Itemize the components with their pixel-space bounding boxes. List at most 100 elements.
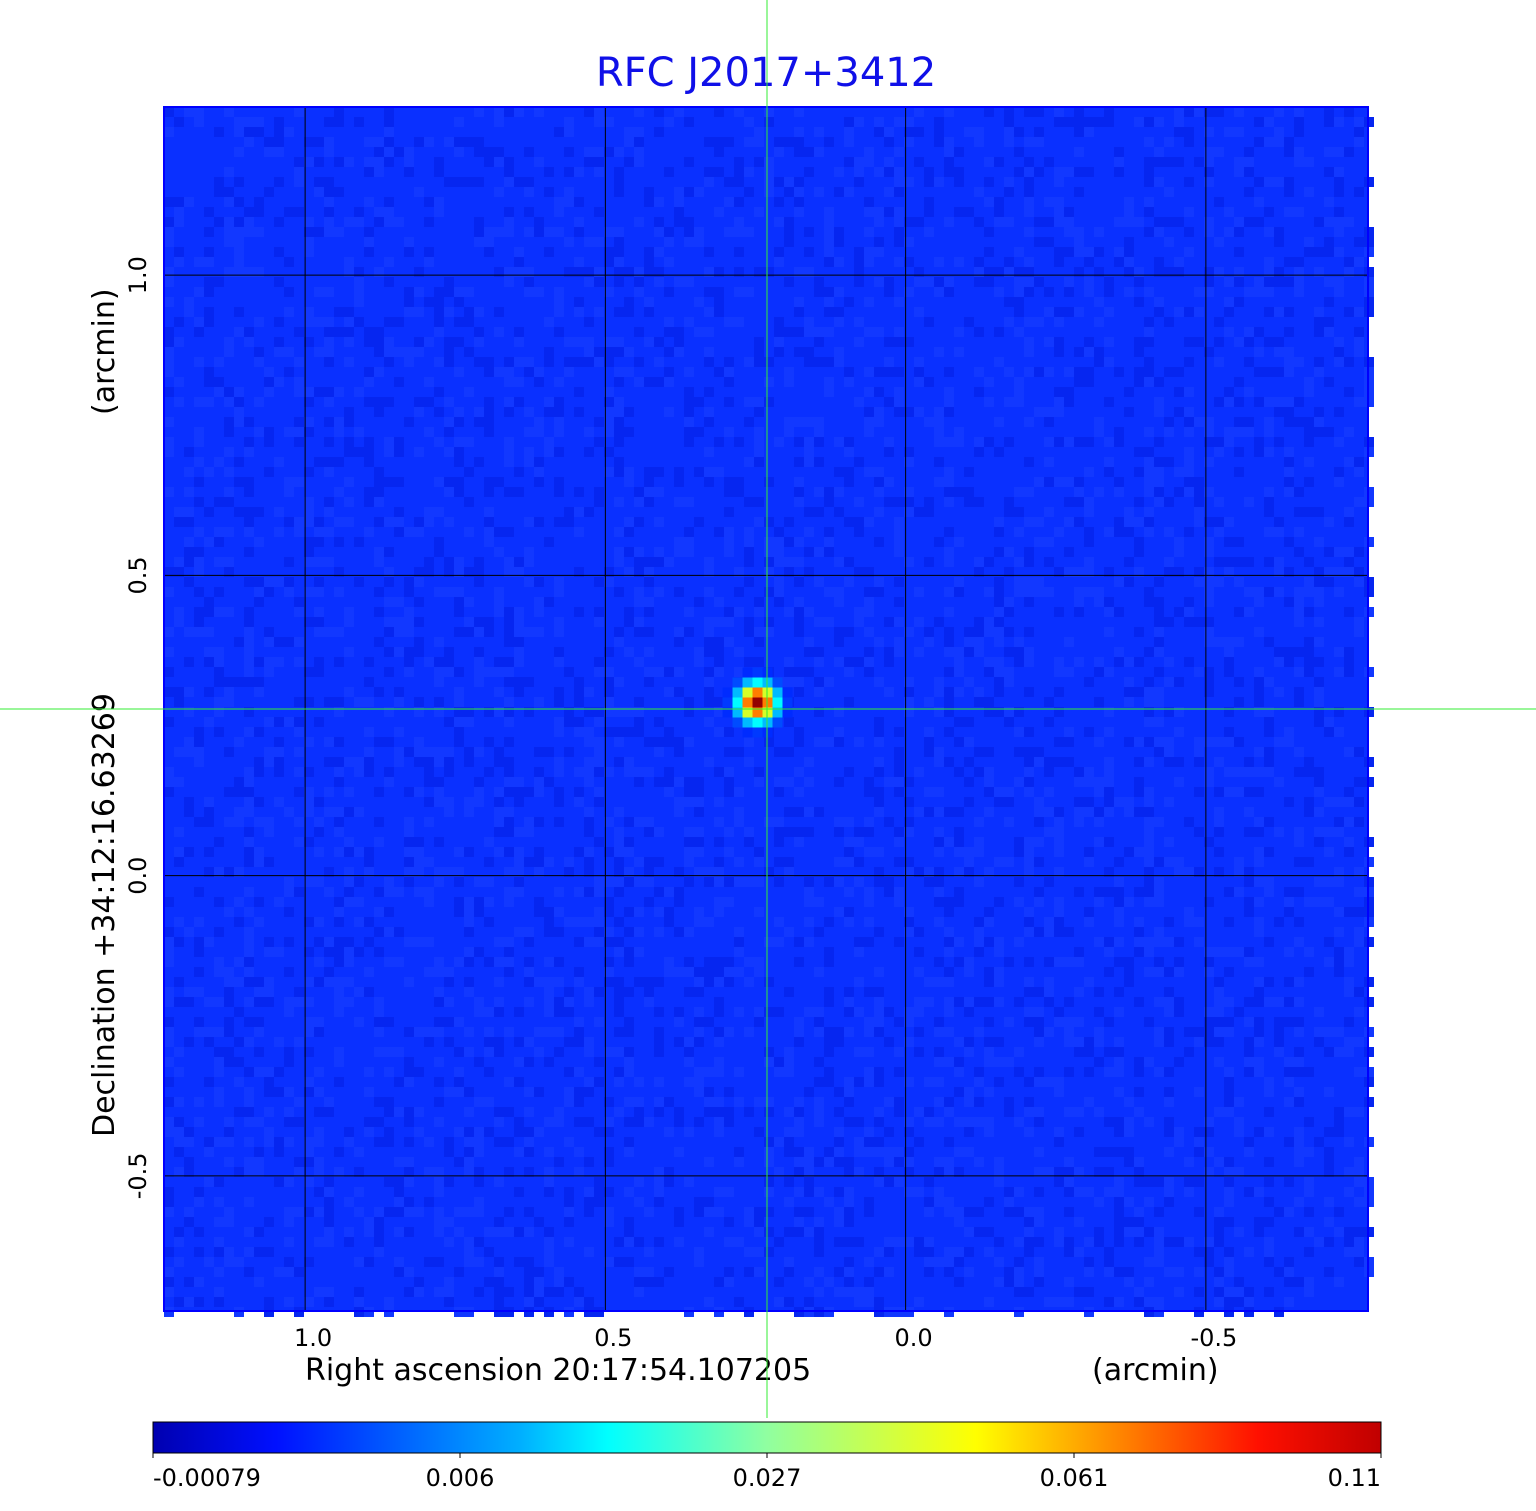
noise-pixel: [314, 227, 324, 237]
noise-pixel: [754, 1007, 764, 1017]
noise-pixel: [974, 1117, 984, 1127]
noise-pixel: [384, 887, 394, 897]
noise-pixel: [564, 127, 574, 137]
noise-pixel: [1354, 887, 1364, 897]
noise-pixel: [814, 547, 824, 557]
noise-pixel: [654, 1177, 664, 1187]
noise-pixel: [984, 617, 994, 627]
noise-pixel: [1324, 247, 1334, 257]
noise-pixel: [1044, 957, 1054, 967]
noise-pixel: [1284, 727, 1294, 737]
noise-pixel: [674, 537, 684, 547]
noise-pixel: [504, 377, 514, 387]
noise-pixel: [864, 607, 874, 617]
noise-pixel: [654, 547, 664, 557]
noise-pixel: [1164, 857, 1174, 867]
noise-pixel: [1184, 467, 1194, 477]
noise-pixel: [1324, 147, 1334, 157]
noise-pixel: [784, 1067, 794, 1077]
noise-pixel: [614, 277, 624, 287]
noise-pixel: [1334, 117, 1344, 127]
noise-pixel: [954, 897, 964, 907]
noise-pixel: [1214, 317, 1224, 327]
noise-pixel: [1064, 247, 1074, 257]
noise-pixel: [794, 1157, 804, 1167]
noise-pixel: [1204, 627, 1214, 637]
noise-pixel: [394, 627, 404, 637]
noise-pixel: [1314, 1027, 1324, 1037]
noise-pixel: [524, 517, 534, 527]
noise-pixel: [614, 337, 624, 347]
noise-pixel: [1004, 107, 1014, 117]
noise-pixel: [674, 887, 684, 897]
noise-pixel: [374, 607, 384, 617]
noise-pixel: [424, 507, 434, 517]
noise-pixel: [754, 637, 764, 647]
noise-pixel: [874, 847, 884, 857]
noise-pixel: [1174, 537, 1184, 547]
noise-pixel: [1094, 1007, 1104, 1017]
noise-pixel: [684, 827, 694, 837]
noise-pixel: [1094, 887, 1104, 897]
noise-pixel: [1054, 567, 1064, 577]
noise-pixel: [914, 927, 924, 937]
noise-pixel: [794, 1187, 804, 1197]
noise-pixel: [1064, 307, 1074, 317]
noise-pixel: [1324, 317, 1334, 327]
noise-pixel: [704, 557, 714, 567]
noise-pixel: [784, 217, 794, 227]
noise-pixel: [894, 767, 904, 777]
noise-pixel: [614, 437, 624, 447]
noise-pixel: [464, 347, 474, 357]
noise-pixel: [654, 667, 664, 677]
noise-pixel: [294, 637, 304, 647]
noise-pixel: [1024, 367, 1034, 377]
noise-pixel: [274, 897, 284, 907]
noise-pixel: [714, 837, 724, 847]
noise-pixel: [384, 877, 394, 887]
noise-pixel: [364, 197, 374, 207]
noise-pixel: [884, 1127, 894, 1137]
noise-pixel: [1064, 397, 1074, 407]
noise-pixel: [924, 177, 934, 187]
noise-pixel: [1104, 1017, 1114, 1027]
noise-pixel: [744, 1267, 754, 1277]
noise-pixel: [1164, 1037, 1174, 1047]
noise-pixel: [894, 407, 904, 417]
noise-pixel: [354, 1017, 364, 1027]
noise-pixel: [1134, 347, 1144, 357]
noise-pixel: [304, 767, 314, 777]
noise-pixel: [824, 1077, 834, 1087]
noise-pixel: [254, 897, 264, 907]
noise-pixel: [1284, 1257, 1294, 1267]
noise-pixel: [314, 847, 324, 857]
noise-pixel: [1304, 157, 1314, 167]
noise-pixel: [954, 1217, 964, 1227]
noise-pixel: [1034, 817, 1044, 827]
noise-pixel: [474, 217, 484, 227]
noise-pixel: [454, 687, 464, 697]
noise-pixel: [884, 277, 894, 287]
noise-pixel: [234, 917, 244, 927]
noise-pixel: [924, 507, 934, 517]
noise-pixel: [1274, 737, 1284, 747]
noise-pixel: [624, 817, 634, 827]
noise-pixel: [964, 1007, 974, 1017]
noise-pixel: [944, 1157, 954, 1167]
noise-pixel: [1244, 1017, 1254, 1027]
noise-pixel: [774, 597, 784, 607]
noise-pixel: [914, 967, 924, 977]
noise-pixel: [1254, 347, 1264, 357]
noise-pixel: [724, 747, 734, 757]
noise-pixel: [204, 1177, 214, 1187]
noise-pixel: [604, 1147, 614, 1157]
noise-pixel: [324, 1177, 334, 1187]
noise-pixel: [984, 377, 994, 387]
noise-pixel: [1154, 607, 1164, 617]
noise-pixel: [1024, 767, 1034, 777]
noise-pixel: [464, 437, 474, 447]
noise-pixel: [1004, 297, 1014, 307]
noise-pixel: [724, 827, 734, 837]
noise-pixel: [474, 787, 484, 797]
noise-pixel: [1084, 567, 1094, 577]
